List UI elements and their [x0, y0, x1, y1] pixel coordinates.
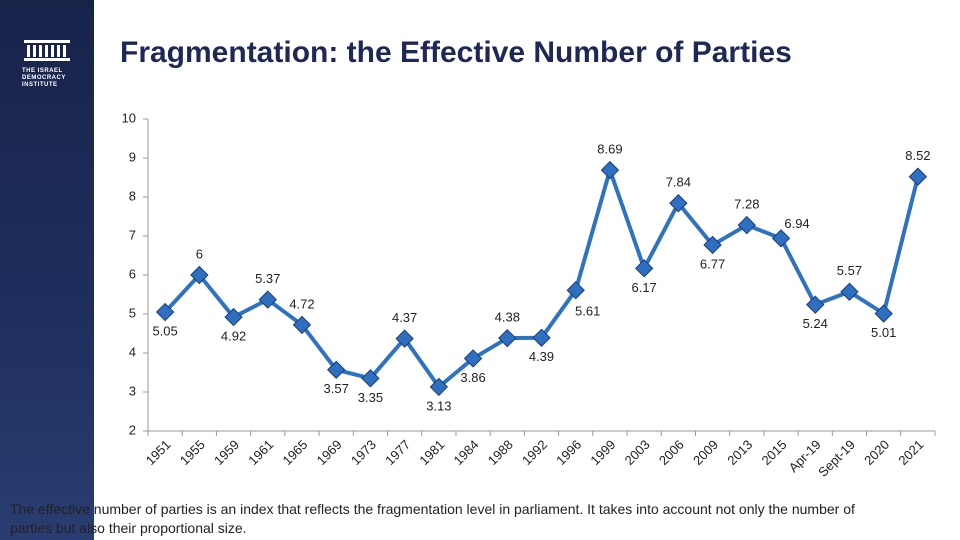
marker — [600, 160, 620, 180]
data-label: 7.84 — [666, 175, 691, 190]
logo-icon — [24, 40, 70, 61]
data-label: 6 — [196, 246, 203, 261]
data-label: 3.35 — [358, 390, 383, 405]
x-tick-label: 2013 — [724, 437, 755, 468]
x-tick-label: 1961 — [245, 437, 276, 468]
marker — [258, 290, 277, 309]
data-label: 5.37 — [255, 271, 280, 286]
data-label: 5.01 — [871, 325, 896, 340]
data-label: 6.77 — [700, 256, 725, 271]
data-label: 6.17 — [631, 280, 656, 295]
marker — [532, 328, 551, 347]
marker — [190, 265, 209, 285]
x-tick-label: 1984 — [451, 437, 482, 468]
marker — [806, 295, 825, 314]
data-label: 4.72 — [289, 296, 314, 311]
logo-text: THE ISRAEL DEMOCRACY INSTITUTE — [22, 68, 74, 89]
data-label: 6.94 — [784, 216, 809, 231]
y-tick-label: 2 — [129, 422, 136, 437]
data-label: 5.05 — [152, 323, 177, 338]
data-label: 4.39 — [529, 349, 554, 364]
x-tick-label: 1951 — [143, 437, 174, 468]
x-tick-label: 1969 — [314, 437, 345, 468]
x-tick-label: 1973 — [348, 437, 379, 468]
x-tick-label: 2015 — [759, 437, 790, 468]
marker — [703, 235, 722, 255]
sidebar: THE ISRAEL DEMOCRACY INSTITUTE — [0, 0, 94, 540]
y-tick-label: 8 — [129, 188, 136, 203]
data-label: 3.86 — [460, 370, 485, 385]
y-tick-label: 5 — [129, 305, 136, 320]
data-label: 4.92 — [221, 329, 246, 344]
data-label: 3.57 — [324, 381, 349, 396]
data-label: 4.37 — [392, 310, 417, 325]
data-label: 8.69 — [597, 142, 622, 157]
logo-line: THE ISRAEL — [22, 68, 63, 74]
y-tick-label: 7 — [129, 227, 136, 242]
chart-title: Fragmentation: the Effective Number of P… — [120, 36, 792, 69]
logo-line: DEMOCRACY — [22, 75, 66, 81]
marker — [908, 167, 928, 186]
marker — [771, 229, 791, 248]
data-label: 5.61 — [575, 304, 600, 319]
marker — [327, 360, 346, 379]
x-tick-label: 2009 — [690, 437, 721, 468]
marker — [361, 369, 380, 388]
footnote: The effective number of parties is an in… — [10, 501, 855, 536]
marker — [669, 194, 688, 213]
y-tick-label: 4 — [129, 344, 136, 359]
marker — [840, 282, 859, 301]
marker — [292, 315, 312, 335]
marker — [429, 377, 449, 397]
y-tick-label: 3 — [129, 383, 136, 398]
marker — [566, 281, 585, 300]
y-tick-label: 6 — [129, 266, 136, 281]
x-tick-label: Sept-19 — [815, 437, 858, 480]
x-tick-label: 1992 — [519, 437, 550, 468]
data-label: 3.13 — [426, 398, 451, 413]
data-label: 7.28 — [734, 197, 759, 212]
logo-line: INSTITUTE — [22, 82, 58, 88]
x-tick-label: 1996 — [553, 437, 584, 468]
y-tick-label: 9 — [129, 149, 136, 164]
data-label: 5.57 — [837, 263, 862, 278]
marker — [874, 304, 893, 323]
x-tick-label: 1981 — [416, 437, 447, 468]
x-tick-label: 1999 — [587, 437, 618, 468]
marker — [224, 307, 243, 327]
marker — [634, 259, 654, 278]
x-tick-label: 1959 — [211, 437, 242, 468]
data-label: 8.52 — [905, 148, 930, 163]
marker — [395, 329, 414, 348]
x-tick-label: 1977 — [382, 437, 413, 468]
y-tick-label: 10 — [122, 110, 136, 125]
marker — [155, 302, 175, 322]
marker — [498, 328, 517, 348]
marker — [737, 215, 756, 235]
x-tick-label: 2003 — [622, 437, 653, 468]
data-label: 5.24 — [803, 316, 828, 331]
x-tick-label: 1988 — [485, 437, 516, 468]
x-tick-label: 2021 — [895, 437, 926, 468]
x-tick-label: 2006 — [656, 437, 687, 468]
x-tick-label: 1965 — [279, 437, 310, 468]
data-label: 4.38 — [495, 310, 520, 325]
x-tick-label: 1955 — [177, 437, 208, 468]
marker — [463, 349, 483, 368]
x-tick-label: 2020 — [861, 437, 892, 468]
